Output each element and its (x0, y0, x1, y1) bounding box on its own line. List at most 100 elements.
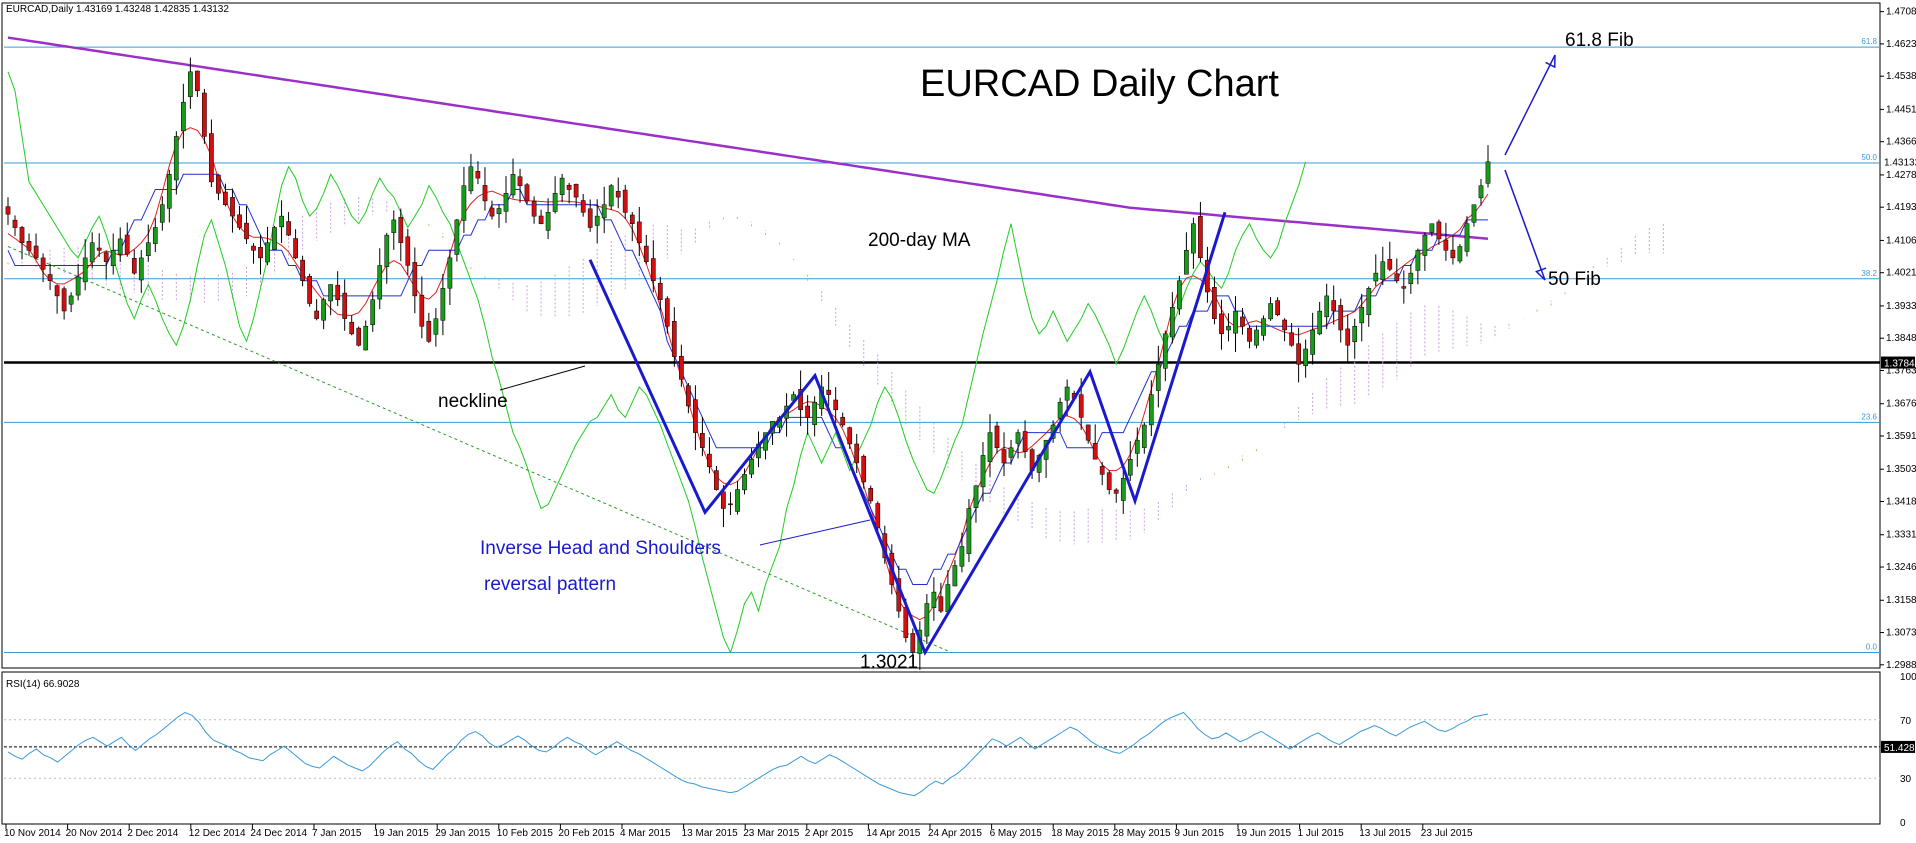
candle-body (994, 425, 1000, 448)
candle-body (587, 208, 593, 228)
date-tick-label: 24 Apr 2015 (928, 828, 982, 838)
candle-body (398, 216, 404, 243)
candle-body (237, 214, 242, 228)
rsi-tick-label: 70 (1900, 716, 1912, 727)
candle-body (1022, 431, 1028, 452)
candle-body (875, 503, 881, 528)
candle-body (188, 71, 193, 97)
fib50-annotation: 50 Fib (1548, 269, 1601, 290)
date-tick-label: 19 Jan 2015 (374, 828, 429, 838)
candle-body (664, 298, 670, 327)
candle-body (510, 174, 516, 196)
date-tick-label: 10 Nov 2014 (4, 828, 61, 838)
candle-body (265, 242, 270, 263)
candle-body (328, 284, 333, 302)
candle-body (370, 299, 376, 326)
candle-body (517, 176, 523, 186)
candle-body (1387, 258, 1393, 270)
price-tick-label: 1.44510 (1886, 104, 1916, 115)
neckline-price-label: 1.37844 (1884, 359, 1916, 370)
current-price-label-box (1881, 155, 1915, 168)
candle-body (531, 200, 537, 217)
candle-body (230, 197, 235, 217)
price-tick-label: 1.42785 (1886, 170, 1916, 181)
rsi-panel: RSI(14) 66.9028 100 70 30 0 51.4286 (4, 672, 1916, 829)
fib618-annotation: 61.8 Fib (1565, 30, 1634, 51)
candle-body (959, 546, 965, 567)
candle-body (377, 265, 383, 300)
candle-body (1275, 300, 1280, 316)
candle-body (1134, 439, 1140, 454)
chikou-line (7, 71, 1307, 654)
candle-body (356, 327, 362, 346)
rsi-current-box (1881, 740, 1915, 753)
candle-body (1352, 325, 1358, 343)
candle-body (1380, 261, 1386, 281)
candle-body (1184, 250, 1189, 275)
candle-body (412, 262, 418, 297)
candle-body (279, 215, 284, 228)
candle-body (110, 250, 116, 266)
candle-body (805, 405, 810, 418)
candle-body (482, 185, 488, 202)
descending-trendline (7, 246, 949, 652)
price-tick-label: 1.35035 (1886, 464, 1916, 475)
price-tick-label: 1.39335 (1886, 301, 1916, 312)
candle-body (307, 276, 312, 304)
candle-body (636, 221, 642, 243)
candle-body (1162, 333, 1168, 369)
candle-body (40, 257, 46, 270)
arrow-up-fib618-head (1545, 54, 1556, 69)
candle-body (1317, 310, 1323, 335)
candle-body (1254, 329, 1259, 346)
date-tick-label: 4 Mar 2015 (620, 828, 671, 838)
candle-body (700, 433, 705, 448)
candle-body (1191, 223, 1196, 254)
candle-body (202, 92, 207, 137)
candle-body (173, 136, 179, 181)
candle-body (251, 245, 256, 251)
ma200-line (7, 36, 1489, 240)
candle-body (152, 227, 158, 244)
candle-body (524, 184, 530, 202)
candle-body (615, 191, 621, 198)
candle-body (1268, 303, 1273, 320)
candle-body (1261, 318, 1266, 336)
candle-body (124, 234, 130, 255)
candle-body (468, 166, 474, 192)
candle-body (342, 292, 348, 319)
candle-body (61, 288, 67, 312)
candle-body (195, 70, 200, 92)
candle-body (258, 247, 263, 259)
candle-body (75, 276, 81, 296)
price-tick-label: 1.35910 (1886, 431, 1916, 442)
chart-title: EURCAD Daily Chart (920, 63, 1279, 105)
candle-body (1008, 447, 1014, 458)
candle-body (608, 185, 614, 207)
candle-body (868, 488, 874, 502)
neckline-annotation: neckline (438, 391, 508, 412)
candle-body (1212, 287, 1217, 319)
candle-body (166, 174, 172, 209)
candle-body (131, 258, 137, 274)
candle-body (1331, 300, 1337, 312)
candle-body (1394, 273, 1400, 281)
candle-body (833, 399, 839, 411)
candle-body (1240, 316, 1245, 327)
candle-body (721, 491, 726, 509)
candle-body (181, 101, 186, 132)
price-tick-label: 1.29885 (1886, 660, 1916, 671)
candle-body (1092, 443, 1098, 460)
fib-levels: 61.8 50.0 38.2 23.6 0.0 (4, 37, 1880, 653)
candle-body (1247, 327, 1252, 342)
candle-body (293, 238, 298, 259)
candle-body (405, 236, 411, 266)
candle-body (1113, 489, 1119, 494)
rsi-tick-label: 100 (1900, 672, 1916, 683)
candle-body (840, 416, 846, 426)
candle-body (216, 174, 221, 194)
candle-body (426, 320, 432, 342)
ihs-annotation-line2: reversal pattern (484, 574, 616, 595)
candle-body (1078, 394, 1084, 418)
candle-body (910, 633, 916, 653)
